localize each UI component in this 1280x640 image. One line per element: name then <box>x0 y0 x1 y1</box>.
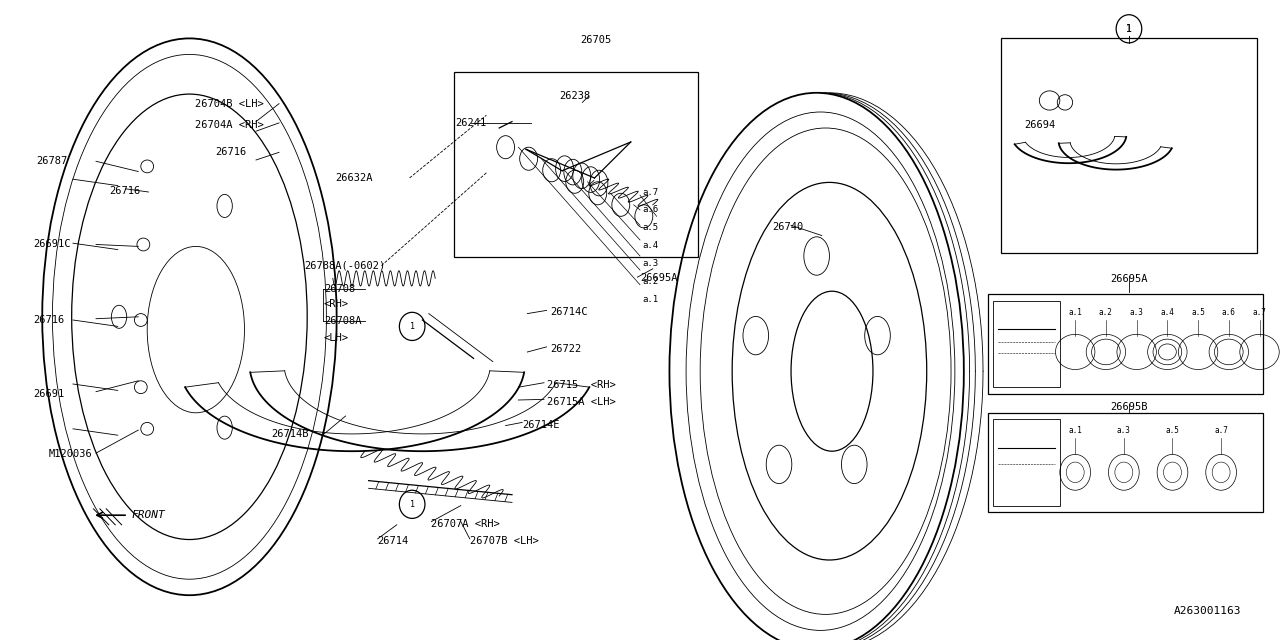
Text: a.2: a.2 <box>1100 308 1112 317</box>
Text: a.6: a.6 <box>643 205 659 214</box>
Text: 1: 1 <box>1126 24 1132 34</box>
Text: 26714C: 26714C <box>550 307 588 317</box>
Text: 26705: 26705 <box>580 35 611 45</box>
Text: a.4: a.4 <box>643 241 659 250</box>
Text: <LH>: <LH> <box>324 333 349 343</box>
Text: 26691: 26691 <box>33 388 64 399</box>
Bar <box>993 419 1060 506</box>
Text: 26238: 26238 <box>559 91 590 101</box>
Text: 26695A: 26695A <box>1110 274 1148 284</box>
Text: 26707A <RH>: 26707A <RH> <box>431 518 500 529</box>
Text: a.5: a.5 <box>1192 308 1204 317</box>
Text: 26241: 26241 <box>456 118 486 128</box>
Bar <box>993 301 1060 387</box>
Text: 26714: 26714 <box>378 536 408 546</box>
Text: a.4: a.4 <box>1161 308 1174 317</box>
Bar <box>988 294 1263 394</box>
Text: a.1: a.1 <box>643 295 659 304</box>
Text: 26716: 26716 <box>215 147 246 157</box>
Text: M120036: M120036 <box>49 449 92 460</box>
Bar <box>988 413 1263 512</box>
Text: a.5: a.5 <box>1166 426 1179 435</box>
Text: 26714E: 26714E <box>522 420 559 430</box>
Text: 26704A <RH>: 26704A <RH> <box>195 120 264 130</box>
Text: a.7: a.7 <box>643 188 659 196</box>
Text: a.7: a.7 <box>1215 426 1228 435</box>
Text: FRONT: FRONT <box>132 510 165 520</box>
Text: a.5: a.5 <box>643 223 659 232</box>
Text: A263001163: A263001163 <box>1174 606 1242 616</box>
Text: 26715  <RH>: 26715 <RH> <box>547 380 616 390</box>
Text: a.3: a.3 <box>643 259 659 268</box>
Text: 26691C: 26691C <box>33 239 70 250</box>
Text: a.1: a.1 <box>1069 308 1082 317</box>
Text: 26632A: 26632A <box>335 173 372 183</box>
Text: 26707B <LH>: 26707B <LH> <box>470 536 539 546</box>
Text: a.3: a.3 <box>1130 308 1143 317</box>
Text: 26694: 26694 <box>1024 120 1055 130</box>
Text: 1: 1 <box>1126 24 1132 34</box>
Text: 26740: 26740 <box>772 222 803 232</box>
Text: 26708: 26708 <box>324 284 355 294</box>
Text: 26716: 26716 <box>33 315 64 325</box>
Text: 26695B: 26695B <box>1110 402 1148 412</box>
Text: 1: 1 <box>410 500 415 509</box>
Text: 26788A(-0602): 26788A(-0602) <box>305 260 385 271</box>
Text: 26722: 26722 <box>550 344 581 354</box>
Text: 26714B: 26714B <box>271 429 308 439</box>
Bar <box>1001 38 1257 253</box>
Text: 26704B <LH>: 26704B <LH> <box>195 99 264 109</box>
Text: 26715A <LH>: 26715A <LH> <box>547 397 616 407</box>
Text: 1: 1 <box>410 322 415 331</box>
Bar <box>454 72 698 257</box>
Text: a.3: a.3 <box>1117 426 1130 435</box>
Text: <RH>: <RH> <box>324 299 349 309</box>
Text: 26695A: 26695A <box>640 273 677 284</box>
Text: a.7: a.7 <box>1253 308 1266 317</box>
Text: a.2: a.2 <box>643 277 659 286</box>
Text: 26787: 26787 <box>36 156 67 166</box>
Text: a.6: a.6 <box>1222 308 1235 317</box>
Text: a.1: a.1 <box>1069 426 1082 435</box>
Text: 26716: 26716 <box>109 186 140 196</box>
Text: 26708A: 26708A <box>324 316 361 326</box>
